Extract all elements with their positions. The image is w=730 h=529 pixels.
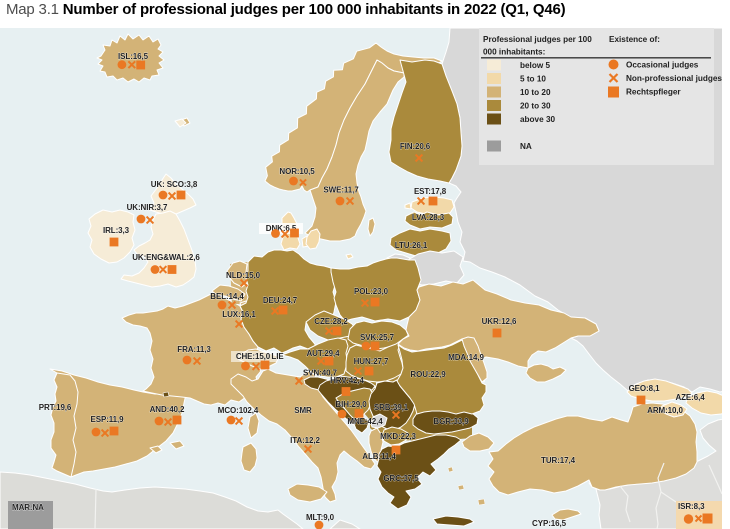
svg-text:ISR:8,3: ISR:8,3 <box>678 502 705 511</box>
svg-text:LVA:28,3: LVA:28,3 <box>412 213 445 222</box>
svg-text:ROU:22,9: ROU:22,9 <box>410 370 446 379</box>
svg-text:Professional judges per 100: Professional judges per 100 <box>483 35 592 44</box>
svg-text:UKR:12,6: UKR:12,6 <box>482 317 517 326</box>
svg-text:EST:17,8: EST:17,8 <box>414 187 447 196</box>
svg-text:AUT:29,4: AUT:29,4 <box>307 349 341 358</box>
svg-text:UK:ENG&WAL:2,6: UK:ENG&WAL:2,6 <box>132 253 200 262</box>
svg-text:HUN:27,7: HUN:27,7 <box>354 357 389 366</box>
svg-text:POL:23,0: POL:23,0 <box>354 287 389 296</box>
svg-text:000 inhabitants:: 000 inhabitants: <box>483 48 545 57</box>
svg-text:ALB:11,4: ALB:11,4 <box>362 452 396 461</box>
svg-text:Occasional judges: Occasional judges <box>626 61 699 70</box>
svg-text:CZE:28,2: CZE:28,2 <box>314 317 348 326</box>
svg-text:below 5: below 5 <box>520 61 550 70</box>
svg-text:SRB:39,1: SRB:39,1 <box>374 403 409 412</box>
svg-text:FRA:11,3: FRA:11,3 <box>177 345 211 354</box>
svg-text:MCO:102,4: MCO:102,4 <box>218 406 259 415</box>
svg-text:MNE:42,4: MNE:42,4 <box>347 417 383 426</box>
svg-text:NLD:15,0: NLD:15,0 <box>226 271 261 280</box>
svg-text:CHE:15,0: CHE:15,0 <box>236 352 271 361</box>
svg-text:ITA:12,2: ITA:12,2 <box>290 436 320 445</box>
svg-text:FIN:20,6: FIN:20,6 <box>400 142 431 151</box>
svg-text:ESP:11,9: ESP:11,9 <box>90 415 124 424</box>
svg-text:MAR:NA: MAR:NA <box>12 503 44 512</box>
svg-text:Non-professional judges: Non-professional judges <box>626 74 722 83</box>
svg-text:LIE: LIE <box>271 352 284 361</box>
svg-text:ARM:10,0: ARM:10,0 <box>647 406 683 415</box>
svg-text:SVK:25,7: SVK:25,7 <box>360 333 395 342</box>
svg-text:DEU:24,7: DEU:24,7 <box>263 296 298 305</box>
svg-text:above 30: above 30 <box>520 115 555 124</box>
svg-text:MKD:22,3: MKD:22,3 <box>380 432 416 441</box>
svg-text:DNK:6,5: DNK:6,5 <box>266 224 297 233</box>
svg-text:10 to 20: 10 to 20 <box>520 88 551 97</box>
svg-text:NA: NA <box>520 142 532 151</box>
svg-text:Existence of:: Existence of: <box>609 35 660 44</box>
svg-text:LUX:16,1: LUX:16,1 <box>222 310 256 319</box>
svg-text:BIH:29,0: BIH:29,0 <box>335 400 367 409</box>
svg-text:SMR: SMR <box>294 406 312 415</box>
svg-text:5 to 10: 5 to 10 <box>520 75 546 84</box>
svg-text:ISL:16,5: ISL:16,5 <box>118 52 149 61</box>
svg-text:AZE:6,4: AZE:6,4 <box>675 393 705 402</box>
svg-text:MLT:9,0: MLT:9,0 <box>306 513 335 522</box>
svg-text:HRV:42,4: HRV:42,4 <box>330 376 364 385</box>
svg-text:IRL:3,3: IRL:3,3 <box>103 226 130 235</box>
svg-text:UK:NIR:3,7: UK:NIR:3,7 <box>127 203 168 212</box>
svg-text:20 to 30: 20 to 30 <box>520 102 551 111</box>
svg-text:TUR:17,4: TUR:17,4 <box>541 456 576 465</box>
svg-text:LTU:26,1: LTU:26,1 <box>395 241 428 250</box>
svg-text:MDA:14,9: MDA:14,9 <box>448 353 484 362</box>
svg-text:GEO:8,1: GEO:8,1 <box>629 384 661 393</box>
svg-text:Rechtspfleger: Rechtspfleger <box>626 88 681 97</box>
svg-text:CYP:16,5: CYP:16,5 <box>532 519 567 528</box>
svg-text:PRT:19,6: PRT:19,6 <box>39 403 72 412</box>
svg-text:SWE:11,7: SWE:11,7 <box>323 186 359 195</box>
svg-text:BEL:14,4: BEL:14,4 <box>210 292 244 301</box>
svg-text:AND:40,2: AND:40,2 <box>150 405 185 414</box>
svg-text:UK: SCO:3,8: UK: SCO:3,8 <box>151 180 198 189</box>
svg-text:GRC:37,5: GRC:37,5 <box>383 474 419 483</box>
svg-text:BGR:33,9: BGR:33,9 <box>433 417 469 426</box>
svg-text:SVN:40,7: SVN:40,7 <box>303 369 338 378</box>
svg-text:NOR:10,5: NOR:10,5 <box>279 167 315 176</box>
